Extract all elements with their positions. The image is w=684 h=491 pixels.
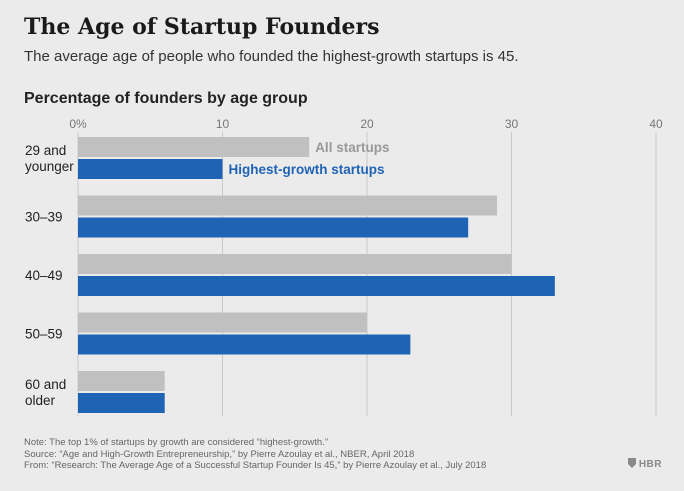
category-label: 30–39 (25, 210, 63, 225)
x-tick-label: 0% (69, 117, 87, 131)
bar (78, 371, 165, 391)
category-label: 40–49 (25, 268, 63, 283)
from-text: From: “Research: The Average Age of a Su… (24, 460, 487, 471)
bar (78, 276, 555, 296)
logo-text: HBR (638, 459, 662, 470)
x-tick-label: 40 (649, 117, 663, 131)
category-label: 50–59 (25, 327, 63, 342)
bar (78, 137, 310, 157)
bar (78, 334, 411, 355)
bar (78, 393, 165, 413)
bar (78, 217, 469, 238)
bar (78, 312, 367, 333)
source-text: Source: “Age and High-Growth Entrepreneu… (24, 448, 415, 460)
bar (78, 254, 512, 274)
bar (78, 159, 223, 179)
x-tick-label: 20 (360, 117, 374, 131)
page-title: The Age of Startup Founders (24, 14, 380, 40)
chart-title: Percentage of founders by age group (24, 90, 308, 107)
shield-icon (627, 458, 636, 468)
legend-label: All startups (315, 140, 389, 155)
page-subtitle: The average age of people who founded th… (24, 48, 519, 65)
category-label: 60 and older (25, 377, 66, 408)
x-tick-label: 30 (505, 117, 519, 131)
x-tick-label: 10 (216, 117, 230, 131)
legend-label: Highest-growth startups (229, 162, 385, 177)
hbr-logo: HBR (627, 458, 662, 470)
note-text: Note: The top 1% of startups by growth a… (24, 437, 328, 448)
footnotes: Note: The top 1% of startups by growth a… (24, 437, 486, 472)
category-label: 29 and younger (25, 143, 74, 174)
bar-chart: 0% 10 20 30 40 29 and younger 30–39 40–49 50–59 60… (25, 117, 663, 416)
bar (78, 195, 498, 216)
